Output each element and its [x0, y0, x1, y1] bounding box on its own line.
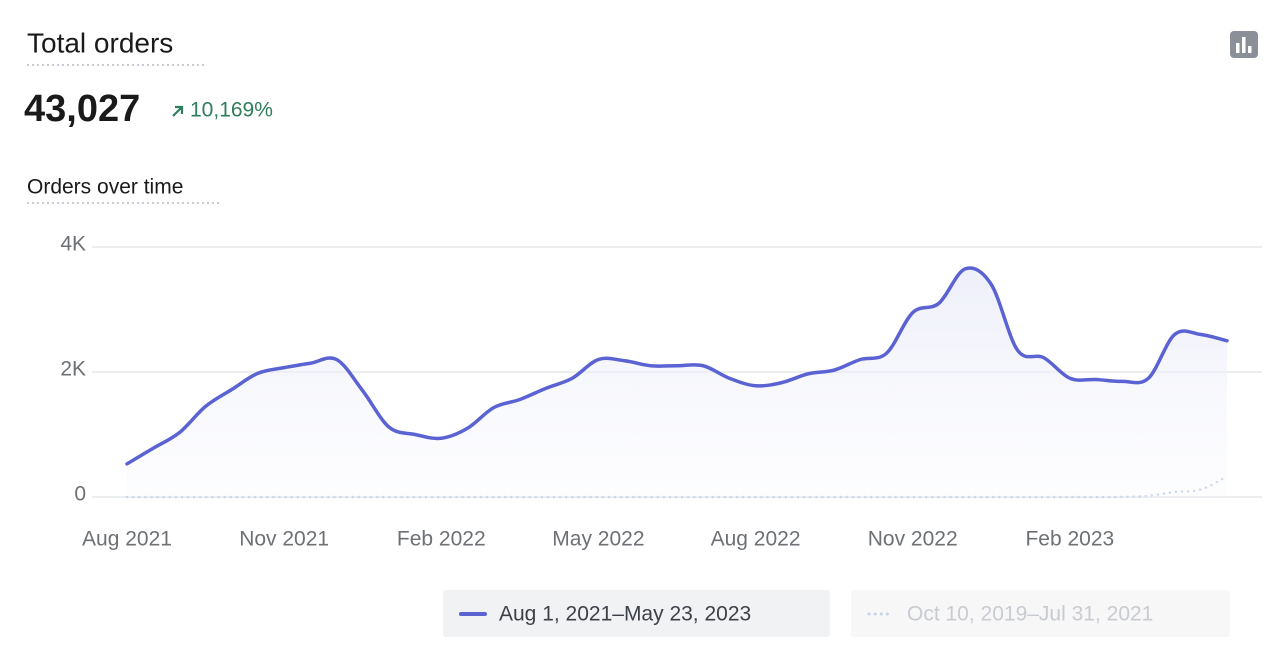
legend: Aug 1, 2021–May 23, 2023 Oct 10, 2019–Jul…: [443, 590, 1230, 637]
icon-bar: [1242, 37, 1246, 53]
legend-item[interactable]: Oct 10, 2019–Jul 31, 2021: [851, 590, 1230, 637]
legend-label: Oct 10, 2019–Jul 31, 2021: [907, 603, 1153, 626]
x-tick-label: Nov 2021: [239, 528, 329, 551]
legend-item[interactable]: Aug 1, 2021–May 23, 2023: [443, 590, 830, 637]
y-tick-label: 2K: [60, 358, 86, 381]
x-tick-label: Nov 2022: [868, 528, 958, 551]
area: [127, 267, 1227, 497]
change-value: 10,169%: [190, 99, 273, 122]
x-tick-label: Aug 2022: [711, 528, 801, 551]
card-title: Total orders: [27, 27, 173, 58]
up-arrow: [172, 105, 184, 117]
legend-bg[interactable]: [443, 590, 830, 637]
x-tick-label: Feb 2023: [1025, 528, 1114, 551]
total-value: 43,027: [24, 88, 140, 130]
icon-bar: [1248, 46, 1252, 53]
y-tick-label: 4K: [60, 233, 86, 256]
icon-bar: [1236, 43, 1240, 53]
x-tick-label: Feb 2022: [397, 528, 486, 551]
series-line: [125, 266, 1229, 466]
legend-bg[interactable]: [851, 590, 1230, 637]
plot: 0 2K 4K Aug 2021 Nov 2021 Feb 2022 May 2022 Aug…: [60, 233, 1262, 551]
x-tick-label: Aug 2021: [82, 528, 172, 551]
chart-type-button[interactable]: [1230, 31, 1258, 58]
legend-label: Aug 1, 2021–May 23, 2023: [499, 603, 751, 626]
x-tick-label: May 2022: [552, 528, 644, 551]
chart-title: Orders over time: [27, 176, 183, 199]
y-tick-label: 0: [74, 483, 86, 506]
